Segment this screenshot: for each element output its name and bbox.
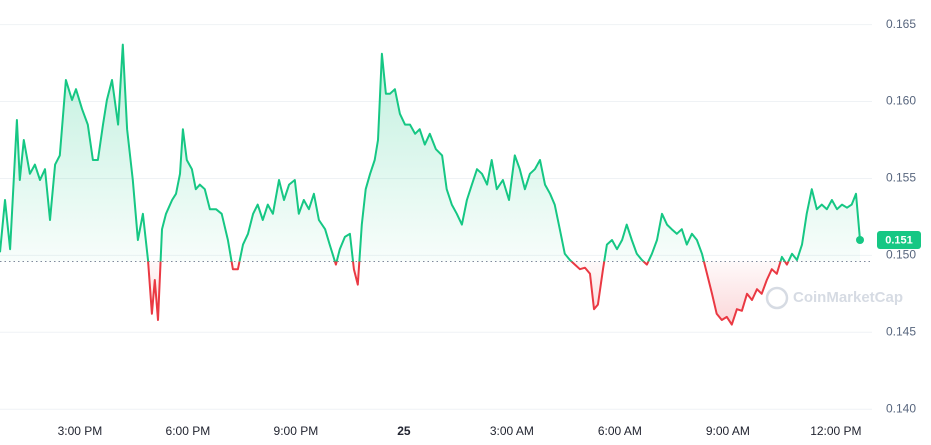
x-tick-label: 6:00 PM [166,424,211,438]
y-tick-label: 0.155 [886,171,916,185]
price-line-down [147,261,790,326]
last-price-label: 0.151 [885,234,913,246]
watermark-text: CoinMarketCap [793,289,903,306]
area-up [0,44,860,262]
last-price-badge [877,231,921,249]
x-tick-label: 9:00 PM [274,424,319,438]
x-tick-label: 3:00 PM [58,424,103,438]
watermark-logo [765,286,789,310]
x-tick-label: 25 [397,424,411,438]
x-tick-label: 6:00 AM [598,424,642,438]
watermark: CoinMarketCap [765,286,903,310]
y-tick-label: 0.165 [886,17,916,31]
price-line-up [0,43,861,262]
y-tick-label: 0.145 [886,324,916,338]
last-point [856,236,864,244]
x-tick-label: 12:00 PM [810,424,861,438]
x-tick-label: 9:00 AM [706,424,750,438]
y-tick-label: 0.160 [886,94,916,108]
x-tick-label: 3:00 AM [490,424,534,438]
y-tick-label: 0.140 [886,401,916,415]
y-tick-label: 0.150 [886,248,916,262]
